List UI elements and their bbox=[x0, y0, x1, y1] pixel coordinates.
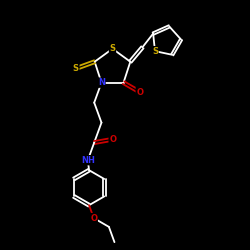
Text: O: O bbox=[109, 135, 116, 144]
Text: S: S bbox=[110, 44, 116, 53]
Text: N: N bbox=[98, 78, 105, 87]
Text: S: S bbox=[73, 64, 79, 73]
Text: O: O bbox=[136, 88, 143, 96]
Text: NH: NH bbox=[81, 156, 95, 165]
Text: O: O bbox=[90, 214, 97, 222]
Text: S: S bbox=[152, 47, 158, 56]
